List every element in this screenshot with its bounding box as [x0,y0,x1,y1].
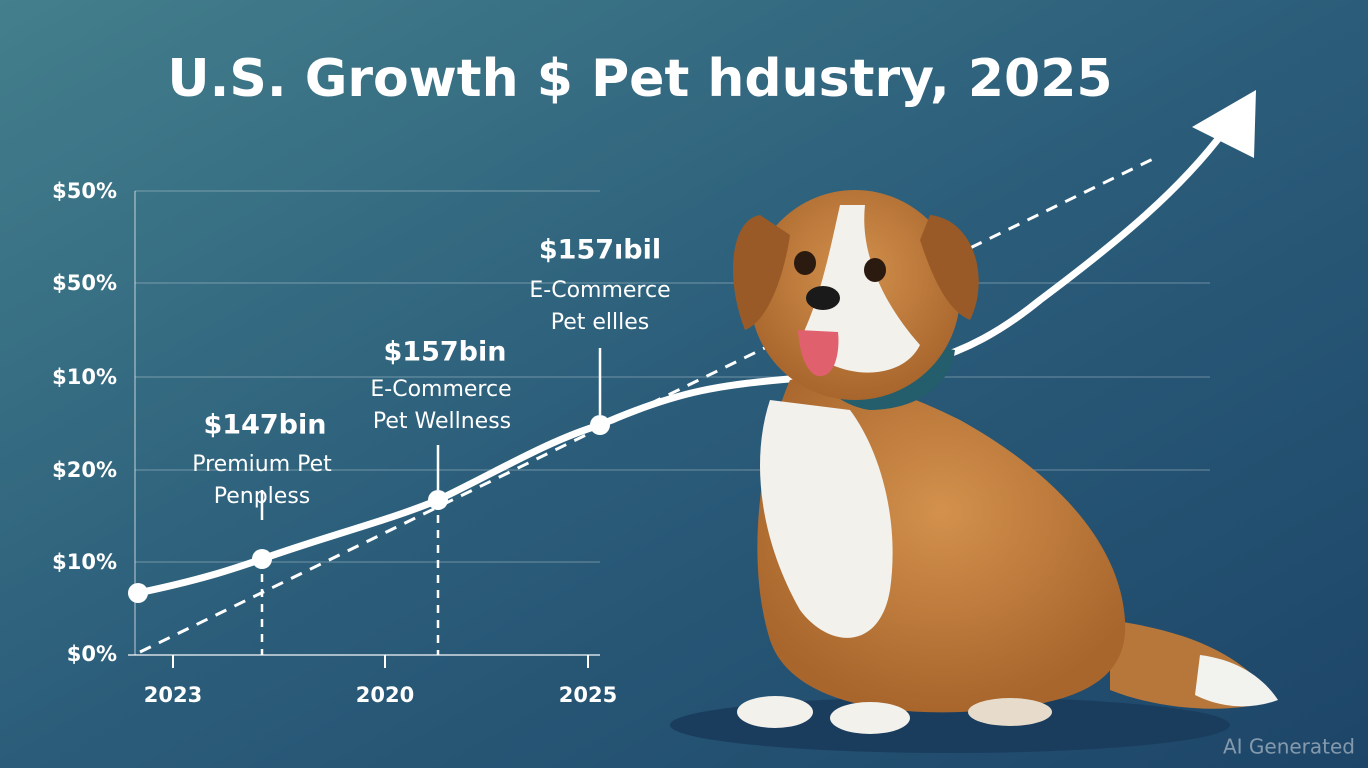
dog-illustration [670,190,1278,753]
y-labels: $50% $50% $10% $20% $10% $0% [52,179,117,666]
ear [920,215,979,320]
points [128,415,610,603]
title: U.S. Growth $ Pet hdustry, 2025 [167,49,1112,109]
annotation-text: Pet ellles [551,310,650,335]
eye [864,258,886,282]
annotation: $157ıbil E-Commerce Pet ellles [529,235,670,336]
y-tick-label: $10% [52,550,117,574]
arrow-head [1192,90,1256,158]
annotation-text: E-Commerce [370,377,511,402]
y-tick-label: $0% [67,642,117,666]
y-tick-label: $10% [52,365,117,389]
annotation-text: Pet Wellness [373,409,511,434]
point [428,490,448,510]
nose [806,286,840,310]
paw [737,696,813,728]
annotation-text: Premium Pet [192,452,332,477]
grid [128,190,1210,668]
y-tick-label: $50% [52,179,117,203]
annotation-text: Penpless [214,484,311,509]
tail-tip [1195,655,1278,707]
x-tick-label: 2020 [356,683,414,707]
point [252,549,272,569]
x-tick-label: 2025 [559,683,617,707]
tongue [798,330,839,377]
point [128,583,148,603]
annotation-value: $157ıbil [539,235,661,266]
annotation-value: $147bin [204,410,327,441]
annotation-value: $157bin [384,337,507,368]
annotation: $157bin E-Commerce Pet Wellness [370,337,511,435]
x-labels: 2023 2020 2025 [144,683,617,707]
chest [760,400,893,638]
paw [968,698,1052,726]
y-tick-label: $50% [52,271,117,295]
eye [794,251,816,275]
point [590,415,610,435]
annotation: $147bin Premium Pet Penpless [192,410,332,510]
y-tick-label: $20% [52,458,117,482]
annotation-text: E-Commerce [529,278,670,303]
x-tick-label: 2023 [144,683,202,707]
watermark: AI Generated [1223,735,1355,759]
ear [733,215,790,330]
paw [830,702,910,734]
growth-line [134,126,1229,597]
blaze [800,205,920,373]
drop-lines [260,348,602,655]
